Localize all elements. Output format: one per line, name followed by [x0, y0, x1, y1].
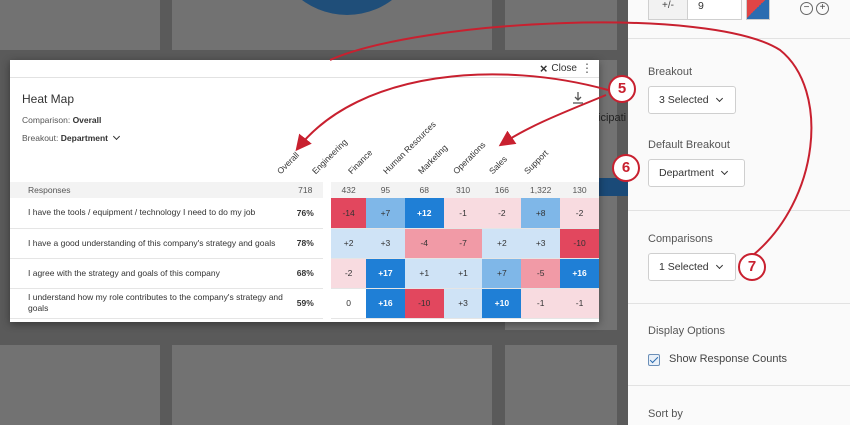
heat-cell: -4	[404, 228, 444, 259]
download-icon[interactable]	[573, 92, 583, 104]
background-card-bottom-right	[505, 345, 617, 425]
heat-cell: -1	[560, 288, 599, 319]
question-text: I agree with the strategy and goals of t…	[10, 258, 288, 289]
heat-cell: +1	[404, 258, 444, 289]
table-row: I agree with the strategy and goals of t…	[10, 258, 599, 289]
heat-cell: -10	[560, 228, 599, 259]
annotation-arrow-7	[329, 21, 813, 257]
heat-cell: +7	[482, 258, 522, 289]
heat-cell: 0	[327, 288, 367, 319]
heat-cell: -10	[404, 288, 444, 319]
response-count: 310	[443, 182, 483, 198]
color-scale-swatch[interactable]	[746, 0, 770, 20]
heat-cell: -1	[443, 198, 483, 229]
background-card-bottom-center	[172, 345, 492, 425]
close-button[interactable]: × Close	[539, 60, 577, 76]
divider	[628, 210, 850, 211]
breakout-dropdown[interactable]: Breakout: Department	[22, 132, 121, 143]
kebab-menu-icon[interactable]: ⋮	[581, 61, 593, 75]
decrease-button[interactable]: −	[800, 2, 813, 15]
heat-cell: -1	[521, 288, 561, 319]
comparisons-select[interactable]: 1 Selected	[648, 253, 736, 281]
heat-cell: +3	[366, 228, 405, 259]
heat-cell: -7	[443, 228, 483, 259]
divider	[628, 303, 850, 304]
response-count: 68	[404, 182, 444, 198]
question-text: I have a good understanding of this comp…	[10, 228, 288, 259]
response-count: 432	[327, 182, 367, 198]
default-breakout-select[interactable]: Department	[648, 159, 745, 187]
heat-cell: -2	[327, 258, 367, 289]
heat-cell: -5	[521, 258, 561, 289]
heat-cell: -14	[327, 198, 367, 229]
divider	[628, 38, 850, 39]
heat-cell: -2	[482, 198, 522, 229]
heat-cell: +7	[366, 198, 405, 229]
threshold-input[interactable]: 9	[687, 0, 742, 20]
modal-toolbar: × Close ⋮	[10, 60, 599, 78]
question-text: I have the tools / equipment / technolog…	[10, 198, 288, 229]
annotation-badge-6: 6	[612, 154, 640, 182]
overall-score: 68%	[287, 258, 332, 289]
response-count: 718	[287, 182, 332, 198]
background-blue-bar	[598, 178, 628, 196]
response-count: 95	[366, 182, 405, 198]
overall-score: 59%	[287, 288, 332, 319]
heat-cell: +1	[443, 258, 483, 289]
table-row: I have the tools / equipment / technolog…	[10, 198, 599, 229]
heat-map-modal: × Close ⋮ Heat Map Comparison: Overall B…	[10, 60, 599, 322]
heat-cell: +3	[521, 228, 561, 259]
heat-cell: -2	[560, 198, 599, 229]
annotation-badge-7: 7	[738, 253, 766, 281]
heat-cell: +16	[366, 288, 405, 319]
breakout-heading: Breakout	[648, 66, 693, 78]
overall-score: 78%	[287, 228, 332, 259]
close-label: Close	[551, 63, 577, 74]
close-icon: ×	[539, 60, 548, 76]
default-breakout-heading: Default Breakout	[648, 139, 730, 151]
heat-cell: +10	[482, 288, 522, 319]
display-options-heading: Display Options	[648, 325, 726, 337]
background-card-top-left	[0, 0, 160, 50]
show-response-counts-checkbox[interactable]	[648, 354, 660, 366]
comparison-info: Comparison: Overall	[22, 115, 102, 125]
response-count: 130	[560, 182, 599, 198]
table-row: I have a good understanding of this comp…	[10, 228, 599, 259]
sort-by-heading: Sort by	[648, 408, 683, 420]
responses-label: Responses	[10, 182, 288, 198]
show-response-counts-label: Show Response Counts	[669, 353, 788, 365]
increase-button[interactable]: +	[816, 2, 829, 15]
heat-cell: +2	[327, 228, 367, 259]
heat-cell: +2	[482, 228, 522, 259]
heat-cell: +3	[443, 288, 483, 319]
table-row: I understand how my role contributes to …	[10, 288, 599, 319]
heat-map-table: Responses 718 432 95 68 310 166 1,322 130 I have …	[10, 182, 599, 319]
question-text: I understand how my role contributes to …	[10, 288, 288, 319]
background-partial-text: icipati	[598, 112, 627, 124]
heat-cell: +12	[404, 198, 444, 229]
annotation-badge-5: 5	[608, 75, 636, 103]
annotation-arrow-to-sales	[498, 94, 607, 147]
settings-panel: +/- 9 − + Breakout 3 Selected Default Br…	[628, 0, 850, 425]
overall-score: 76%	[287, 198, 332, 229]
heat-map-title: Heat Map	[22, 92, 75, 106]
comparisons-heading: Comparisons	[648, 233, 713, 245]
response-count: 166	[482, 182, 522, 198]
divider	[628, 385, 850, 386]
responses-row: Responses 718 432 95 68 310 166 1,322 130	[10, 182, 599, 198]
annotation-arrow-to-overall	[295, 73, 609, 152]
breakout-select[interactable]: 3 Selected	[648, 86, 736, 114]
background-card-bottom-left	[0, 345, 160, 425]
response-count: 1,322	[521, 182, 561, 198]
heat-cell: +16	[560, 258, 599, 289]
heat-cell: +17	[366, 258, 405, 289]
heat-cell: +8	[521, 198, 561, 229]
